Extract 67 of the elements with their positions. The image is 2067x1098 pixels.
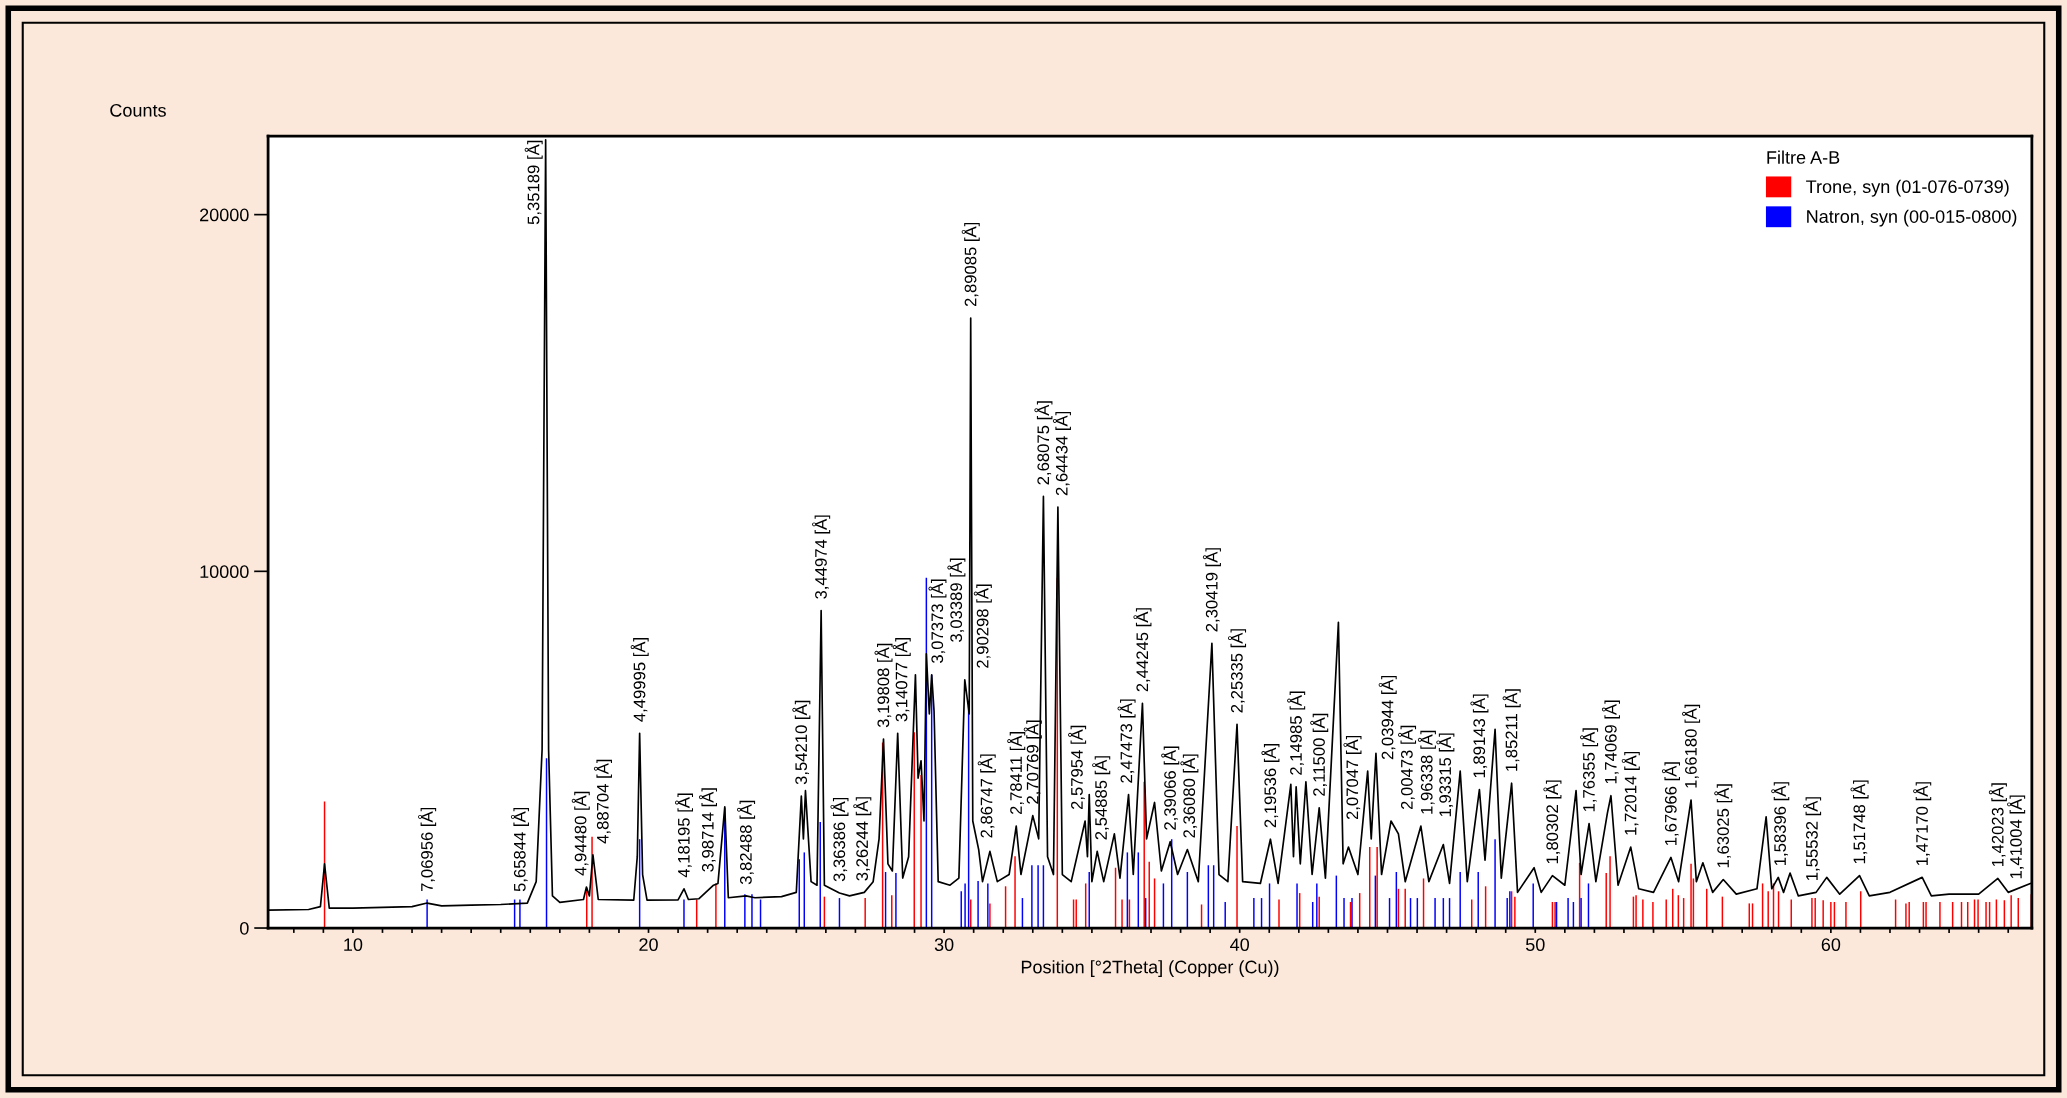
annotation: 2,44245 [Å] [1133,608,1152,692]
annotation: 3,03389 [Å] [947,558,966,642]
annotation: 1,47170 [Å] [1913,782,1932,865]
annotation: 1,66180 [Å] [1682,704,1701,788]
annotation: 1,76355 [Å] [1580,728,1599,812]
annotation: 1,63025 [Å] [1714,784,1733,868]
legend-title: Filtre A-B [1767,150,1840,164]
annotation: 3,82488 [Å] [737,800,756,885]
annotation: 1,41004 [Å] [2007,795,2026,879]
annotation: 2,54885 [Å] [1092,756,1111,840]
annotation: 2,30419 [Å] [1202,548,1221,632]
annotation: 3,54210 [Å] [792,700,811,785]
x-axis-title: Position [°2Theta] (Copper (Cu)) [1021,960,1279,977]
annotation: 4,49995 [Å] [630,638,649,722]
annotation: 2,03944 [Å] [1378,675,1397,760]
annotation: 2,19536 [Å] [1261,744,1280,828]
annotation: 2,07047 [Å] [1343,735,1362,820]
annotation: 2,57954 [Å] [1068,725,1087,810]
annotation: 1,96338 [Å] [1417,730,1436,814]
annotation: 2,39066 [Å] [1161,746,1180,830]
annotation: 1,67966 [Å] [1661,762,1680,846]
annotation: 1,85211 [Å] [1502,689,1521,771]
x-tick-label: 60 [1821,938,1841,952]
y-tick-label: 0 [240,921,249,935]
annotation: 1,89143 [Å] [1470,694,1489,778]
annotation: 3,36386 [Å] [830,797,849,882]
annotation: 5,35189 [Å] [524,140,543,225]
annotation: 1,74069 [Å] [1601,700,1620,784]
annotation: 3,19808 [Å] [874,643,893,728]
annotation: 1,51748 [Å] [1850,780,1869,864]
legend-label: Natron, syn (00-015-0800) [1807,209,2017,227]
annotation: 3,07373 [Å] [928,579,947,664]
annotation: 2,00473 [Å] [1398,725,1417,810]
x-tick-label: 50 [1525,938,1545,952]
annotation: 2,86747 [Å] [977,754,996,838]
x-tick-label: 10 [344,938,363,952]
annotation: 4,94480 [Å] [571,791,590,876]
y-tick-label: 10000 [200,565,249,579]
annotation: 3,26244 [Å] [853,797,872,881]
y-tick-label: 20000 [200,208,249,222]
annotation: 2,47473 [Å] [1117,699,1136,783]
annotation: 5,65844 [Å] [510,807,529,892]
annotation: 2,25335 [Å] [1228,629,1247,713]
annotation: 4,18195 [Å] [674,793,694,878]
annotation: 1,72014 [Å] [1621,751,1640,835]
annotation: 1,93315 [Å] [1436,733,1455,817]
legend-label: Trone, syn (01-076-0739) [1806,179,2009,197]
annotation: 2,89085 [Å] [961,222,980,307]
annotation: 1,42023 [Å] [1988,783,2007,867]
x-tick-label: 20 [639,938,658,952]
annotation: 2,11500 [Å] [1310,713,1329,796]
x-tick-label: 30 [934,938,954,952]
annotation: 2,36080 [Å] [1180,754,1199,838]
annotation: 3,98714 [Å] [698,788,717,872]
annotation: 1,58396 [Å] [1771,782,1790,865]
annotation: 4,88704 [Å] [593,759,612,844]
annotation: 2,64434 [Å] [1052,411,1071,496]
annotation: 1,55532 [Å] [1803,797,1822,880]
annotation: 1,80302 [Å] [1543,780,1562,864]
annotation: 2,14985 [Å] [1287,691,1306,775]
annotation: 7,06956 [Å] [418,807,437,892]
annotation: 2,90298 [Å] [973,584,992,668]
annotation: 3,14077 [Å] [892,638,911,722]
annotation: 3,44974 [Å] [812,515,831,599]
y-axis-title: Counts [110,103,166,117]
annotation: 2,68075 [Å] [1034,401,1053,485]
x-tick-label: 40 [1230,938,1250,952]
